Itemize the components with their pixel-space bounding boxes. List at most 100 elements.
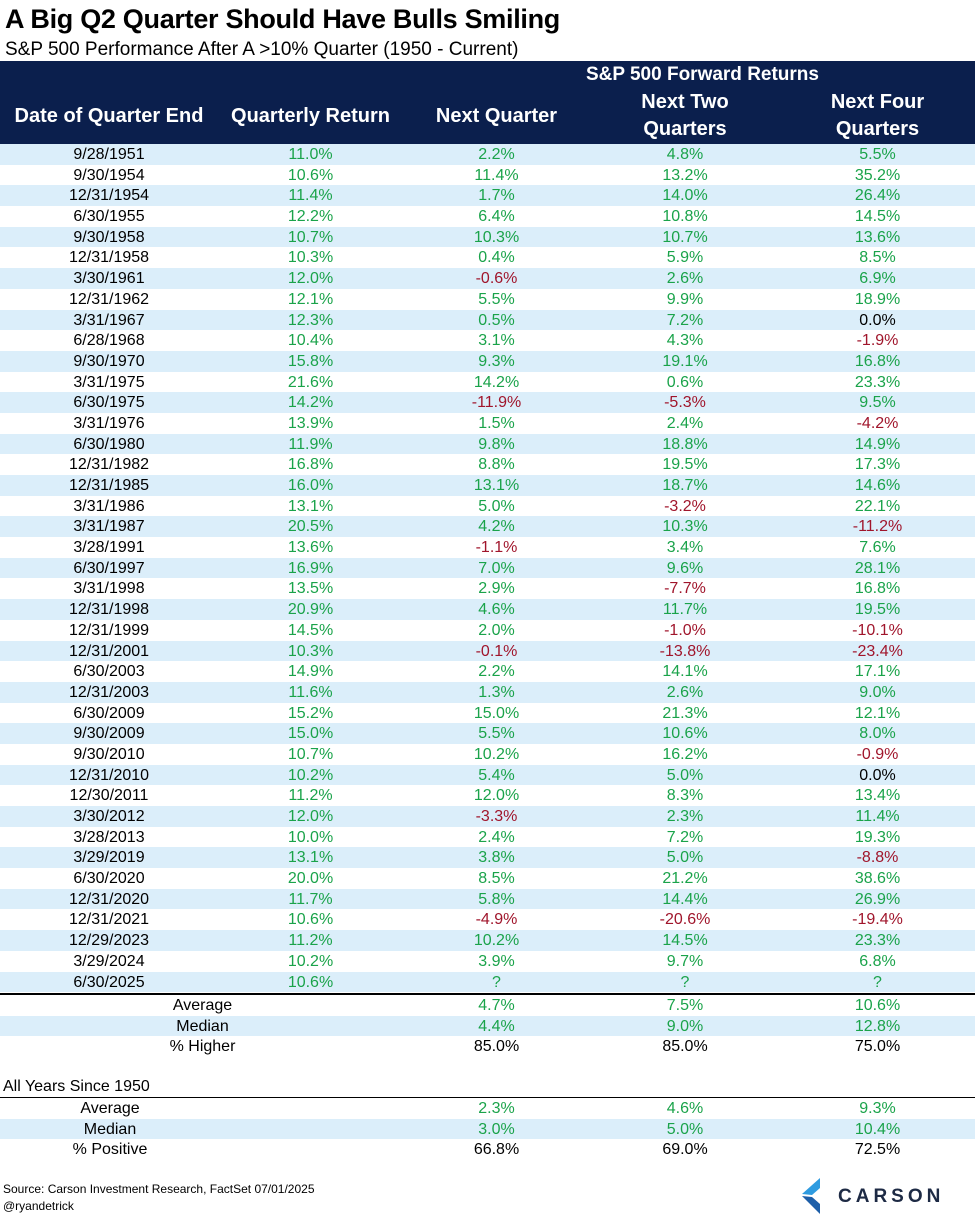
table-row: 6/28/1968 10.4% 3.1% 4.3% -1.9% <box>0 330 975 351</box>
header-next-two-line1: Next Two <box>641 91 729 113</box>
summary-value-n4: 12.8% <box>854 1017 901 1035</box>
summary-value-n2: 7.5% <box>666 997 704 1014</box>
cell-next-four-quarters: 14.5% <box>854 208 901 226</box>
cell-next-four-quarters: 0.0% <box>859 311 896 329</box>
cell-next-quarter: 2.2% <box>478 146 515 163</box>
table-row: 12/31/1998 20.9% 4.6% 11.7% 19.5% <box>0 599 975 620</box>
cell-next-two-quarters: -7.7% <box>664 580 706 598</box>
cell-next-quarter: 5.8% <box>478 890 515 908</box>
table-row: 12/31/2020 11.7% 5.8% 14.4% 26.9% <box>0 888 975 910</box>
table-row: 6/30/1980 11.9% 9.8% 18.8% 14.9% <box>0 433 975 455</box>
cell-next-two-quarters: 2.6% <box>666 270 704 288</box>
cell-next-two-quarters: 3.4% <box>666 539 704 557</box>
cell-next-quarter: 1.5% <box>478 414 515 432</box>
cell-next-quarter: 8.8% <box>478 456 515 474</box>
table-row: 6/30/2025 10.6%??? <box>0 971 975 993</box>
cell-next-two-quarters: 18.8% <box>662 435 708 453</box>
cell-quarterly-return: 10.6% <box>287 911 334 929</box>
cell-quarterly-return: 13.5% <box>287 580 334 598</box>
table-row: 9/30/1970 15.8% 9.3% 19.1% 16.8% <box>0 350 975 372</box>
table-row: 12/31/1962 12.1% 5.5% 9.9% 18.9% <box>0 289 975 310</box>
cell-quarterly-return: 10.7% <box>287 745 334 763</box>
cell-next-four-quarters: -10.1% <box>852 621 903 639</box>
cell-next-four-quarters: 23.3% <box>854 373 901 391</box>
cell-next-four-quarters: 35.2% <box>854 166 901 184</box>
table-row: 3/29/2019 13.1% 3.8% 5.0% -8.8% <box>0 847 975 869</box>
cell-next-two-quarters: 5.0% <box>666 849 704 867</box>
summary-label: Median <box>176 1017 229 1035</box>
header-next-two-line2: Quarters <box>643 118 727 140</box>
cell-next-two-quarters: 5.0% <box>666 766 704 784</box>
table-row: 3/29/2024 10.2% 3.9% 9.7% 6.8% <box>0 951 975 972</box>
summary-value-n1: 4.4% <box>478 1017 515 1035</box>
summary-row: Average 4.7% 7.5% 10.6% <box>0 995 975 1016</box>
table-row: 6/30/1997 16.9% 7.0% 9.6% 28.1% <box>0 557 975 579</box>
cell-quarterly-return: 12.1% <box>287 290 334 308</box>
cell-next-four-quarters: ? <box>873 973 882 991</box>
header-quarterly-return: Quarterly Return <box>231 105 390 127</box>
cell-quarterly-return: 11.7% <box>288 890 333 908</box>
cell-quarterly-return: 16.8% <box>287 456 334 474</box>
cell-quarterly-return: 14.9% <box>287 663 334 681</box>
cell-next-four-quarters: 12.1% <box>854 704 901 722</box>
table-row: 12/31/1985 16.0% 13.1% 18.7% 14.6% <box>0 475 975 496</box>
cell-next-two-quarters: -1.0% <box>664 621 706 639</box>
cell-date: 12/31/1982 <box>68 456 150 474</box>
table-row: 3/31/1987 20.5% 4.2% 10.3% -11.2% <box>0 516 975 538</box>
cell-next-four-quarters: 22.1% <box>854 497 901 515</box>
cell-quarterly-return: 16.9% <box>287 559 334 577</box>
cell-quarterly-return: 16.0% <box>287 477 334 494</box>
cell-next-four-quarters: -4.2% <box>856 414 899 432</box>
cell-date: 3/30/2012 <box>73 808 145 825</box>
cell-date: 3/30/1961 <box>73 270 145 288</box>
cell-quarterly-return: 10.3% <box>287 642 334 660</box>
cell-date: 3/31/1986 <box>73 497 145 515</box>
cell-next-four-quarters: 23.3% <box>854 932 901 950</box>
table-row: 3/28/2013 10.0% 2.4% 7.2% 19.3% <box>0 827 975 848</box>
cell-next-four-quarters: 13.6% <box>854 228 901 246</box>
cell-quarterly-return: 13.1% <box>287 497 334 515</box>
cell-next-four-quarters: -0.9% <box>856 745 899 763</box>
table-row: 6/30/2020 20.0% 8.5% 21.2% 38.6% <box>0 868 975 889</box>
cell-next-quarter: 1.3% <box>478 683 515 701</box>
cell-date: 3/31/1967 <box>73 311 145 329</box>
cell-date: 6/30/1997 <box>73 559 145 577</box>
summary-value-n4: 10.6% <box>854 997 901 1014</box>
all-years-title: All Years Since 1950 <box>3 1078 150 1095</box>
cell-date: 3/31/1998 <box>73 580 145 598</box>
cell-next-four-quarters: 8.5% <box>859 249 896 267</box>
cell-next-two-quarters: 14.4% <box>662 890 708 908</box>
cell-next-quarter: 10.3% <box>473 228 520 246</box>
cell-next-two-quarters: 2.4% <box>666 414 704 432</box>
cell-date: 9/30/1954 <box>73 166 145 184</box>
cell-next-four-quarters: 19.5% <box>854 601 901 619</box>
cell-next-four-quarters: 38.6% <box>854 870 901 888</box>
cell-next-quarter: 5.5% <box>478 725 515 743</box>
cell-next-quarter: ? <box>492 973 501 991</box>
summary-value-n2: 4.6% <box>666 1100 704 1117</box>
cell-next-two-quarters: 11.7% <box>662 601 708 619</box>
table-row: 3/31/1975 21.6% 14.2% 0.6% 23.3% <box>0 372 975 393</box>
cell-quarterly-return: 10.3% <box>287 249 334 267</box>
cell-next-two-quarters: -13.8% <box>659 642 711 660</box>
cell-next-four-quarters: 16.8% <box>854 352 901 370</box>
table-row: 3/28/1991 13.6% -1.1% 3.4% 7.6% <box>0 537 975 558</box>
cell-date: 12/31/2021 <box>68 911 150 929</box>
table-row: 12/31/1954 11.4% 1.7% 14.0% 26.4% <box>0 185 975 207</box>
table-row: 6/30/1975 14.2% -11.9% -5.3% 9.5% <box>0 392 975 413</box>
cell-date: 6/30/2009 <box>73 704 145 722</box>
cell-date: 3/28/1991 <box>73 539 145 557</box>
cell-date: 12/31/2001 <box>68 642 150 660</box>
cell-next-two-quarters: 14.0% <box>662 187 708 205</box>
cell-next-two-quarters: 19.5% <box>662 456 708 474</box>
summary-row: % Positive 66.8% 69.0% 72.5% <box>0 1139 975 1160</box>
cell-next-two-quarters: 10.6% <box>662 725 708 743</box>
cell-next-two-quarters: 10.7% <box>662 228 708 246</box>
cell-next-four-quarters: 18.9% <box>854 290 901 308</box>
cell-date: 12/31/1962 <box>68 290 150 308</box>
table-row: 12/29/2023 11.2% 10.2% 14.5% 23.3% <box>0 930 975 951</box>
summary-label: % Higher <box>169 1038 236 1056</box>
summary-label: % Positive <box>72 1141 148 1159</box>
cell-next-four-quarters: 0.0% <box>859 766 896 784</box>
cell-next-quarter: 4.2% <box>478 518 515 536</box>
